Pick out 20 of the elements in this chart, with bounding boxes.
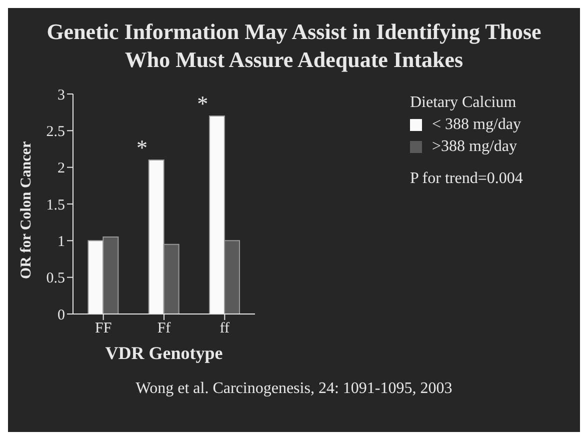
text: Wong et al. Carcinogenesis, 24: 1091-1095, 2003 [134,380,454,398]
y-tick-label: 1 [58,234,65,250]
x-tick-label: FF [94,320,112,337]
x-tick-label: Ff [157,320,171,337]
x-tick-label: ff [220,320,230,337]
legend-title: Dietary Calcium [410,94,518,112]
annotation: * [136,135,148,160]
y-tick-label: 2.5 [46,124,65,140]
y-tick-label: 2 [58,160,65,177]
x-axis-title: VDR Genotype [105,343,223,363]
y-tick-label: 1.5 [46,197,65,214]
annotation: * [197,91,208,116]
y-axis-title: OR for Colon Cancer [18,141,34,279]
y-tick-label: 0.5 [46,270,65,287]
text: P for trend=0.004 [410,170,524,188]
chart-title: Genetic Information May Assist in Identifying Those Who Must Assure Adequate Intakes [46,18,542,74]
y-tick-label: 3 [58,87,65,104]
legend-label: >388 mg/day [431,138,518,156]
y-tick-label: 0 [58,307,65,324]
legend-label: < 388 mg/day [431,116,522,134]
